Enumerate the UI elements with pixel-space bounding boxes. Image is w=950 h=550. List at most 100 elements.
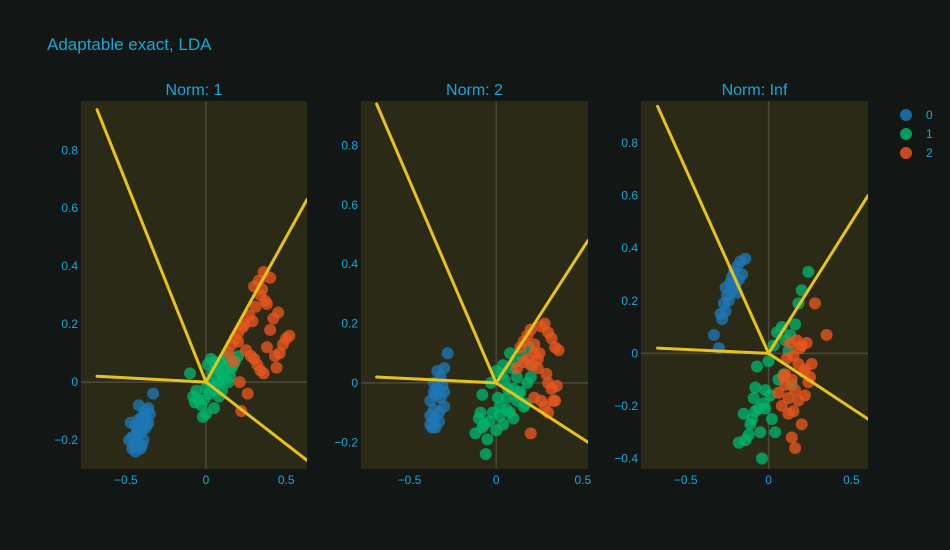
- point-series-2[interactable]: [270, 361, 283, 374]
- point-series-1[interactable]: [762, 355, 775, 368]
- point-series-1[interactable]: [755, 452, 768, 465]
- point-series-2[interactable]: [232, 335, 245, 348]
- point-series-1[interactable]: [507, 412, 520, 425]
- point-series-1[interactable]: [474, 406, 487, 419]
- point-series-2[interactable]: [552, 344, 565, 357]
- point-series-1[interactable]: [188, 396, 201, 409]
- point-series-1[interactable]: [759, 402, 772, 415]
- point-series-0[interactable]: [438, 385, 451, 398]
- point-series-0[interactable]: [714, 307, 727, 320]
- point-series-1[interactable]: [500, 403, 513, 416]
- point-series-2[interactable]: [236, 321, 249, 334]
- point-series-2[interactable]: [241, 387, 254, 400]
- point-series-2[interactable]: [524, 359, 537, 372]
- subplot-title: Norm: 1: [166, 82, 223, 99]
- boundary-line-2: [95, 374, 208, 384]
- point-series-1[interactable]: [789, 318, 802, 331]
- point-series-0[interactable]: [132, 399, 145, 412]
- point-series-0[interactable]: [707, 328, 720, 341]
- point-series-0[interactable]: [424, 409, 437, 422]
- point-series-1[interactable]: [739, 434, 752, 447]
- point-series-2[interactable]: [785, 431, 798, 444]
- point-series-2[interactable]: [795, 339, 808, 352]
- point-series-2[interactable]: [259, 294, 272, 307]
- point-series-2[interactable]: [550, 379, 563, 392]
- point-series-2[interactable]: [775, 399, 788, 412]
- point-series-2[interactable]: [246, 315, 259, 328]
- y-tick-label: 0.6: [621, 189, 638, 203]
- point-series-1[interactable]: [208, 402, 221, 415]
- point-series-0[interactable]: [719, 281, 732, 294]
- point-series-2[interactable]: [272, 306, 285, 319]
- point-series-1[interactable]: [769, 426, 782, 439]
- point-series-2[interactable]: [268, 349, 281, 362]
- point-series-1[interactable]: [750, 360, 763, 373]
- point-series-2[interactable]: [264, 323, 277, 336]
- point-series-2[interactable]: [789, 384, 802, 397]
- point-series-1[interactable]: [802, 265, 815, 278]
- point-series-0[interactable]: [431, 365, 444, 378]
- point-series-1[interactable]: [196, 410, 209, 423]
- point-series-2[interactable]: [528, 338, 541, 351]
- point-series-1[interactable]: [747, 392, 760, 405]
- point-series-2[interactable]: [789, 441, 802, 454]
- point-series-0[interactable]: [147, 387, 160, 400]
- point-series-1[interactable]: [754, 426, 767, 439]
- point-series-0[interactable]: [441, 347, 454, 360]
- point-series-2[interactable]: [540, 368, 553, 381]
- legend-item-0[interactable]: 0: [900, 108, 933, 122]
- point-series-2[interactable]: [547, 394, 560, 407]
- point-series-1[interactable]: [190, 384, 203, 397]
- legend-item-2[interactable]: 2: [900, 146, 933, 160]
- point-series-2[interactable]: [524, 427, 537, 440]
- boundary-line-1: [375, 102, 498, 385]
- point-series-2[interactable]: [283, 329, 296, 342]
- point-series-2[interactable]: [787, 349, 800, 362]
- point-series-2[interactable]: [772, 386, 785, 399]
- point-series-1[interactable]: [500, 391, 513, 404]
- legend[interactable]: 0 1 2: [900, 108, 933, 160]
- point-series-2[interactable]: [264, 271, 277, 284]
- point-series-2[interactable]: [777, 371, 790, 383]
- legend-item-1[interactable]: 1: [900, 127, 933, 141]
- point-series-1[interactable]: [479, 448, 492, 461]
- point-series-1[interactable]: [749, 381, 762, 394]
- point-series-1[interactable]: [469, 427, 482, 440]
- point-series-1[interactable]: [478, 418, 491, 431]
- point-series-0[interactable]: [429, 421, 442, 434]
- point-series-2[interactable]: [240, 344, 253, 357]
- point-series-1[interactable]: [510, 371, 523, 383]
- point-series-2[interactable]: [795, 418, 808, 431]
- point-series-2[interactable]: [808, 297, 821, 310]
- point-series-1[interactable]: [198, 393, 211, 406]
- point-series-0[interactable]: [131, 425, 144, 438]
- point-series-1[interactable]: [744, 418, 757, 431]
- point-series-2[interactable]: [249, 300, 262, 313]
- point-series-0[interactable]: [139, 410, 152, 423]
- point-series-1[interactable]: [481, 433, 494, 446]
- point-series-2[interactable]: [227, 355, 240, 368]
- point-series-0[interactable]: [734, 255, 747, 268]
- point-series-2[interactable]: [257, 367, 270, 380]
- point-series-1[interactable]: [222, 376, 235, 389]
- point-series-0[interactable]: [124, 416, 137, 429]
- point-series-1[interactable]: [765, 413, 778, 426]
- point-series-2[interactable]: [799, 389, 812, 402]
- legend-label: 2: [926, 146, 933, 160]
- y-tick-label: 0.4: [61, 259, 78, 273]
- legend-label: 1: [926, 127, 933, 141]
- subplots: −0.5 0 0.5 −0.2 0 0.2 0.4 0.6 0.8 Norm: 1 −0.5 0 0.5…: [54, 82, 868, 487]
- point-series-0[interactable]: [135, 439, 148, 452]
- point-series-2[interactable]: [260, 341, 273, 354]
- point-series-2[interactable]: [233, 376, 246, 389]
- point-series-1[interactable]: [476, 388, 489, 401]
- point-series-2[interactable]: [535, 394, 548, 407]
- point-series-2[interactable]: [787, 405, 800, 418]
- point-series-2[interactable]: [533, 347, 546, 360]
- point-series-2[interactable]: [782, 392, 795, 405]
- point-series-2[interactable]: [820, 328, 833, 341]
- point-series-1[interactable]: [491, 391, 504, 404]
- point-series-1[interactable]: [183, 367, 196, 380]
- point-series-1[interactable]: [524, 371, 537, 383]
- point-series-0[interactable]: [126, 442, 139, 455]
